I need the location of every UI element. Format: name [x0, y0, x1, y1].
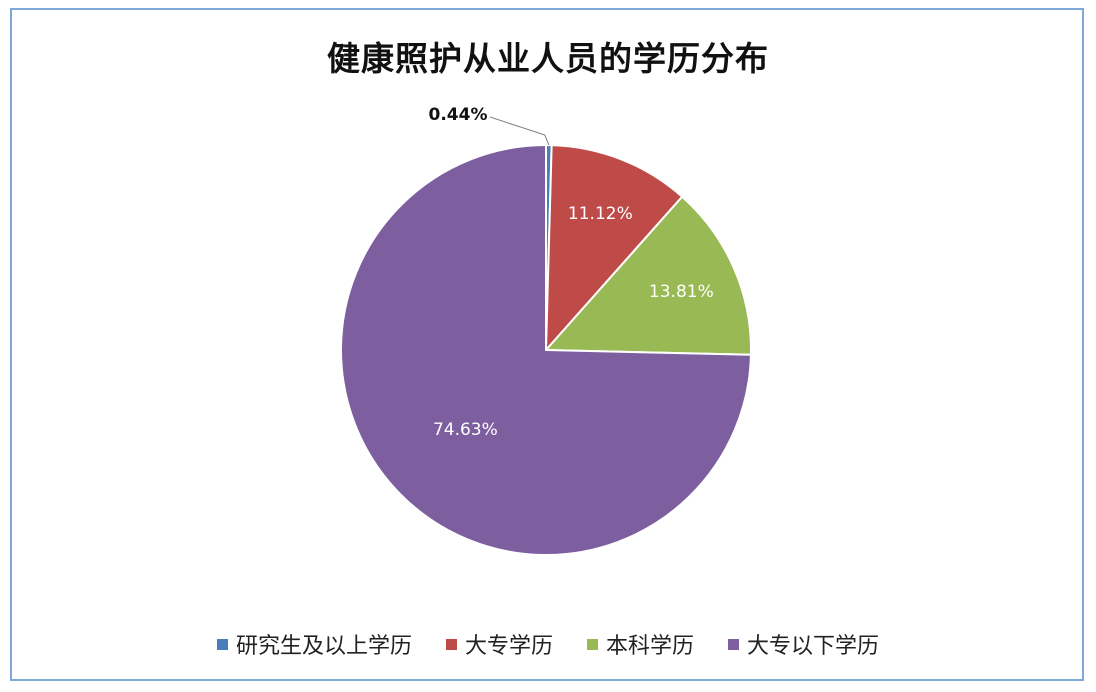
legend-item-junior-college: 大专学历 — [445, 628, 553, 660]
data-label-junior-college: 11.12% — [568, 204, 633, 224]
legend-label: 大专以下学历 — [747, 634, 880, 659]
legend-item-below-junior-college: 大专以下学历 — [728, 628, 879, 660]
legend-swatch — [216, 638, 228, 650]
legend-swatch — [587, 638, 598, 650]
legend-label: 研究生及以上学历 — [235, 634, 412, 659]
data-label-below-junior-college: 74.63% — [433, 420, 498, 440]
legend-label: 本科学历 — [606, 634, 695, 659]
chart-title: 健康照护从业人员的学历分布 — [327, 39, 769, 78]
slice-bachelor — [543, 195, 752, 356]
legend: 研究生及以上学历 大专学历 本科学历 大专以下学历 — [0, 628, 1096, 660]
legend-item-postgraduate: 研究生及以上学历 — [216, 628, 412, 660]
leader-line — [489, 116, 550, 146]
data-label-bachelor: 13.81% — [649, 282, 714, 302]
legend-label: 大专学历 — [464, 634, 553, 659]
slice-below-junior-college — [340, 143, 752, 556]
legend-item-bachelor: 本科学历 — [587, 628, 694, 660]
legend-swatch — [728, 638, 740, 650]
slice-junior-college — [544, 144, 684, 353]
data-label-postgraduate: 0.44% — [429, 105, 488, 125]
legend-swatch — [445, 638, 457, 650]
